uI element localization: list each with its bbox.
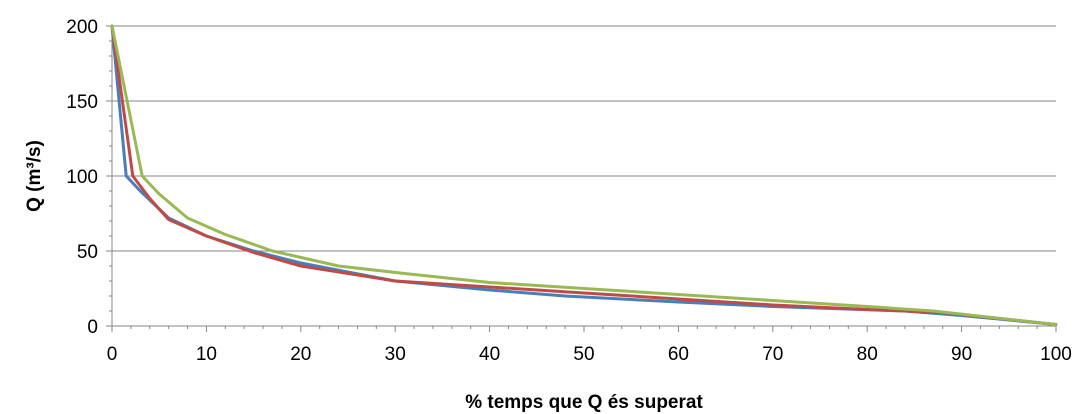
- y-tick-label: 50: [77, 242, 98, 263]
- x-tick-label: 20: [290, 344, 311, 365]
- series-lines: [110, 24, 1058, 326]
- series-line-3: [110, 24, 1058, 326]
- x-tick-label: 0: [107, 344, 118, 365]
- tick-labels: 0 50 100 150 200 0 10 20 30 40 50 60 70 80 90 100: [66, 17, 1072, 365]
- series-line-1: [110, 24, 1058, 326]
- x-tick-label: 90: [951, 344, 972, 365]
- y-tick-label: 200: [66, 17, 98, 38]
- x-tick-label: 30: [385, 344, 406, 365]
- x-tick-label: 10: [196, 344, 217, 365]
- x-tick-label: 70: [762, 344, 783, 365]
- y-tick-label: 0: [87, 317, 98, 338]
- x-tick-label: 40: [479, 344, 500, 365]
- gridlines: [112, 25, 1056, 252]
- y-axis-title: Q (m³/s): [24, 140, 45, 212]
- y-tick-label: 100: [66, 167, 98, 188]
- axes: [106, 25, 1057, 332]
- y-tick-label: 150: [66, 92, 98, 113]
- series-line-2: [110, 24, 1058, 326]
- x-axis-title: % temps que Q és superat: [465, 392, 703, 413]
- x-tick-label: 80: [857, 344, 878, 365]
- x-tick-label: 50: [573, 344, 594, 365]
- x-tick-label: 100: [1040, 344, 1072, 365]
- x-tick-label: 60: [668, 344, 689, 365]
